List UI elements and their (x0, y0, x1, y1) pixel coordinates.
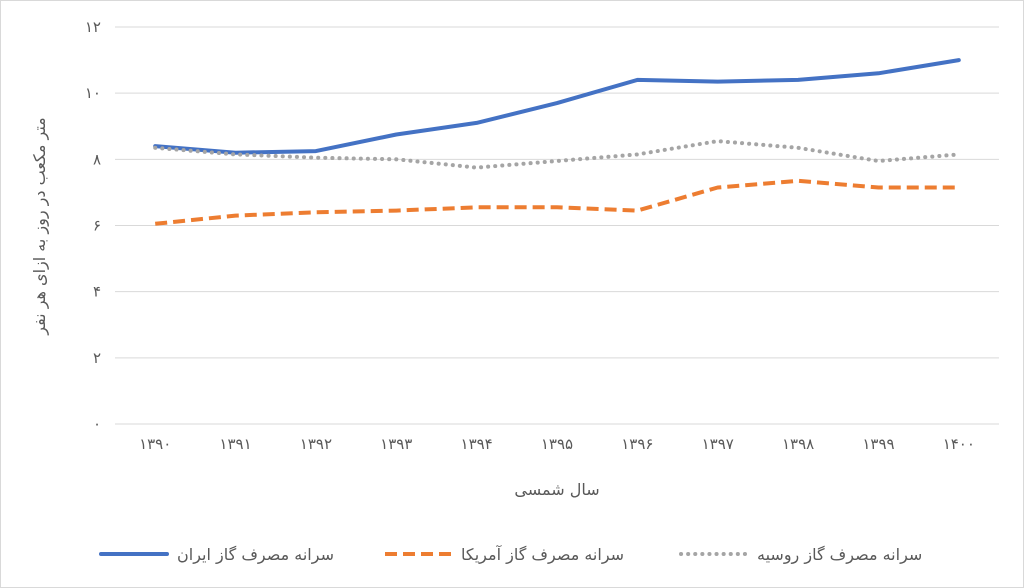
y-tick-label: ۰ (93, 415, 101, 433)
y-tick-label: ۶ (93, 217, 101, 235)
x-tick-label: ۱۳۹۲ (300, 435, 332, 453)
x-tick-label: ۱۳۹۳ (380, 435, 412, 453)
legend-label-2: سرانه مصرف گاز آمریکا (461, 545, 624, 565)
y-tick-label: ۱۲ (85, 18, 101, 36)
x-tick-label: ۱۳۹۷ (702, 435, 734, 453)
y-axis-title: متر مکعب در روز به ازای هر نفر (30, 117, 50, 336)
x-tick-label: ۱۳۹۵ (541, 435, 573, 453)
x-tick-label: ۱۴۰۰ (943, 435, 975, 453)
x-tick-label: ۱۳۹۴ (461, 435, 493, 453)
x-tick-label: ۱۳۹۸ (782, 435, 814, 453)
series-line-3 (153, 139, 961, 170)
legend-label-3: سرانه مصرف گاز روسیه (757, 545, 922, 565)
x-axis-title: سال شمسی (514, 480, 599, 499)
y-tick-label: ۸ (93, 150, 101, 168)
legend: سرانه مصرف گاز ایران سرانه مصرف گاز آمریک… (99, 545, 922, 565)
y-tick-label: ۲ (93, 349, 101, 367)
x-tick-label: ۱۳۹۱ (219, 435, 251, 453)
x-tick-label: ۱۳۹۹ (862, 435, 894, 453)
y-tick-label: ۱۰ (85, 84, 101, 102)
y-tick-label: ۴ (93, 283, 101, 301)
series-line-2 (154, 178, 959, 226)
x-tick-label: ۱۳۹۰ (139, 435, 171, 453)
x-tick-label: ۱۳۹۶ (621, 435, 653, 453)
series-line-1 (153, 58, 961, 155)
legend-label-1: سرانه مصرف گاز ایران (177, 545, 334, 565)
